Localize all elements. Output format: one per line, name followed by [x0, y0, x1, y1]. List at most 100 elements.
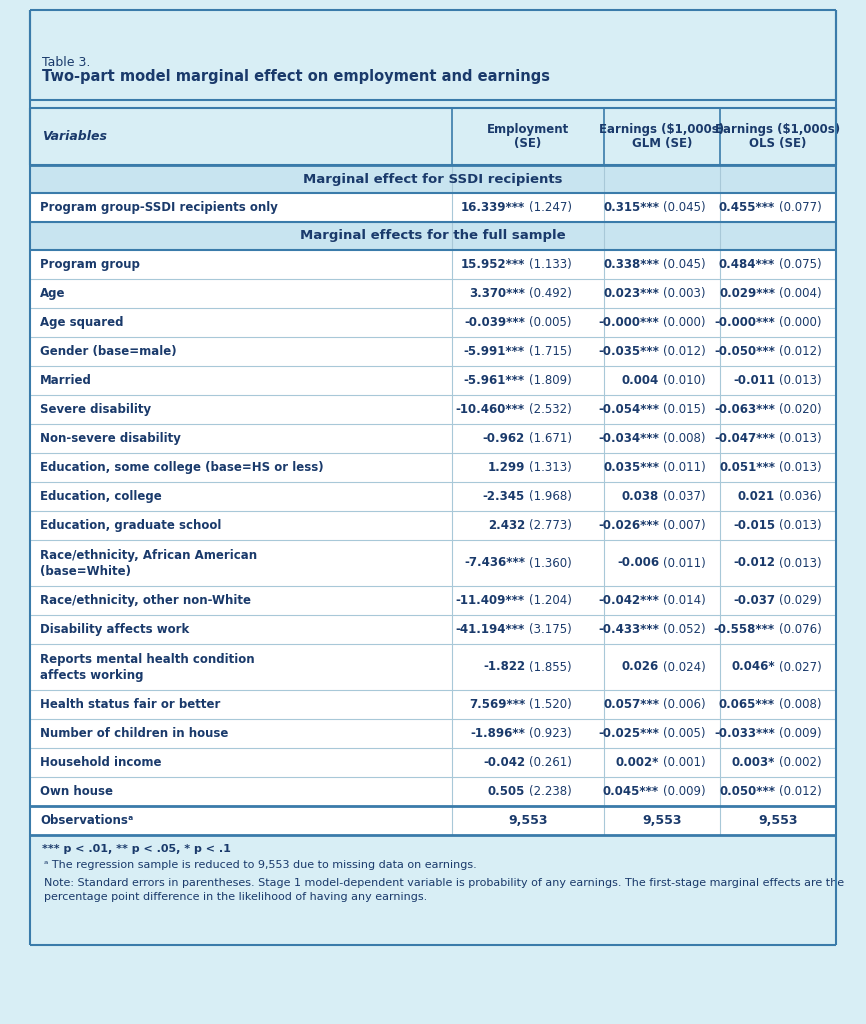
Text: (0.037): (0.037): [663, 490, 706, 503]
Text: (0.002): (0.002): [779, 756, 822, 769]
Text: 0.003*: 0.003*: [732, 756, 775, 769]
Text: Program group: Program group: [40, 258, 140, 271]
Text: -0.433***: -0.433***: [598, 623, 659, 636]
Text: 1.299: 1.299: [488, 461, 525, 474]
Text: -0.006: -0.006: [617, 556, 659, 569]
Text: Age: Age: [40, 287, 66, 300]
Text: (0.005): (0.005): [529, 316, 572, 329]
Text: -0.054***: -0.054***: [598, 403, 659, 416]
Bar: [30, 835, 836, 945]
Bar: [30, 222, 836, 250]
Text: Education, college: Education, college: [40, 490, 162, 503]
Text: -0.063***: -0.063***: [714, 403, 775, 416]
Text: (0.006): (0.006): [663, 698, 706, 711]
Text: (1.809): (1.809): [529, 374, 572, 387]
Text: -0.558***: -0.558***: [714, 623, 775, 636]
Text: 0.045***: 0.045***: [603, 785, 659, 798]
Text: 0.051***: 0.051***: [719, 461, 775, 474]
Text: -2.345: -2.345: [482, 490, 525, 503]
Text: (0.005): (0.005): [663, 727, 706, 740]
Text: Education, graduate school: Education, graduate school: [40, 519, 222, 532]
Text: (0.029): (0.029): [779, 594, 822, 607]
Text: (SE): (SE): [514, 137, 541, 150]
Text: 0.023***: 0.023***: [603, 287, 659, 300]
Text: 0.057***: 0.057***: [603, 698, 659, 711]
Text: (0.011): (0.011): [663, 461, 706, 474]
Text: 0.505: 0.505: [488, 785, 525, 798]
Text: 7.569***: 7.569***: [469, 698, 525, 711]
Text: -0.050***: -0.050***: [714, 345, 775, 358]
Text: (0.024): (0.024): [663, 660, 706, 674]
Text: (0.009): (0.009): [779, 727, 822, 740]
Text: (2.238): (2.238): [529, 785, 572, 798]
Text: (0.009): (0.009): [663, 785, 706, 798]
Text: 3.370***: 3.370***: [469, 287, 525, 300]
Text: (0.010): (0.010): [663, 374, 706, 387]
Text: -1.896**: -1.896**: [470, 727, 525, 740]
Text: -7.436***: -7.436***: [464, 556, 525, 569]
Text: (0.012): (0.012): [779, 785, 822, 798]
Text: Earnings ($1,000s): Earnings ($1,000s): [715, 123, 841, 136]
Text: 9,553: 9,553: [759, 814, 798, 827]
Text: (0.492): (0.492): [529, 287, 572, 300]
Text: Own house: Own house: [40, 785, 113, 798]
Text: (1.671): (1.671): [529, 432, 572, 445]
Text: (0.000): (0.000): [779, 316, 822, 329]
Text: (2.773): (2.773): [529, 519, 572, 532]
Text: percentage point difference in the likelihood of having any earnings.: percentage point difference in the likel…: [44, 892, 427, 902]
Text: (1.968): (1.968): [529, 490, 572, 503]
Text: 2.432: 2.432: [488, 519, 525, 532]
Text: Variables: Variables: [42, 130, 107, 143]
Text: Note: Standard errors in parentheses. Stage 1 model-dependent variable is probab: Note: Standard errors in parentheses. St…: [44, 878, 844, 888]
Text: 0.338***: 0.338***: [603, 258, 659, 271]
Text: -0.047***: -0.047***: [714, 432, 775, 445]
Text: -0.042***: -0.042***: [598, 594, 659, 607]
Text: Number of children in house: Number of children in house: [40, 727, 229, 740]
Text: (0.013): (0.013): [779, 461, 822, 474]
Text: -0.012: -0.012: [733, 556, 775, 569]
Text: -5.961***: -5.961***: [464, 374, 525, 387]
Text: Earnings ($1,000s): Earnings ($1,000s): [599, 123, 725, 136]
Text: (0.012): (0.012): [779, 345, 822, 358]
Text: 0.046*: 0.046*: [732, 660, 775, 674]
Text: Disability affects work: Disability affects work: [40, 623, 190, 636]
Text: (0.007): (0.007): [663, 519, 706, 532]
Text: Marginal effects for the full sample: Marginal effects for the full sample: [301, 229, 565, 243]
Text: -0.034***: -0.034***: [598, 432, 659, 445]
Text: OLS (SE): OLS (SE): [749, 137, 807, 150]
Text: 15.952***: 15.952***: [461, 258, 525, 271]
Text: (0.008): (0.008): [663, 432, 706, 445]
Text: (0.013): (0.013): [779, 432, 822, 445]
Text: Employment: Employment: [487, 123, 569, 136]
Text: -0.962: -0.962: [482, 432, 525, 445]
Bar: [30, 10, 836, 100]
Text: Age squared: Age squared: [40, 316, 124, 329]
Text: -0.033***: -0.033***: [714, 727, 775, 740]
Text: 0.002*: 0.002*: [616, 756, 659, 769]
Bar: [30, 165, 836, 835]
Text: (0.036): (0.036): [779, 490, 822, 503]
Text: Severe disability: Severe disability: [40, 403, 152, 416]
Text: 9,553: 9,553: [508, 814, 548, 827]
Text: (0.004): (0.004): [779, 287, 822, 300]
Text: 0.021: 0.021: [738, 490, 775, 503]
Text: Gender (base=male): Gender (base=male): [40, 345, 177, 358]
Text: Health status fair or better: Health status fair or better: [40, 698, 220, 711]
Text: (1.313): (1.313): [529, 461, 572, 474]
Text: -10.460***: -10.460***: [456, 403, 525, 416]
Text: Non-severe disability: Non-severe disability: [40, 432, 181, 445]
Text: (0.003): (0.003): [663, 287, 706, 300]
Text: (0.013): (0.013): [779, 374, 822, 387]
Text: (0.015): (0.015): [663, 403, 706, 416]
Text: (3.175): (3.175): [529, 623, 572, 636]
Text: (0.012): (0.012): [663, 345, 706, 358]
Text: (0.052): (0.052): [663, 623, 706, 636]
Text: (0.001): (0.001): [663, 756, 706, 769]
Text: Reports mental health condition: Reports mental health condition: [40, 652, 255, 666]
Text: 0.315***: 0.315***: [603, 201, 659, 214]
Text: 0.484***: 0.484***: [719, 258, 775, 271]
Text: 16.339***: 16.339***: [461, 201, 525, 214]
Text: (0.013): (0.013): [779, 556, 822, 569]
Text: Observationsᵃ: Observationsᵃ: [40, 814, 133, 827]
Text: 0.050***: 0.050***: [719, 785, 775, 798]
